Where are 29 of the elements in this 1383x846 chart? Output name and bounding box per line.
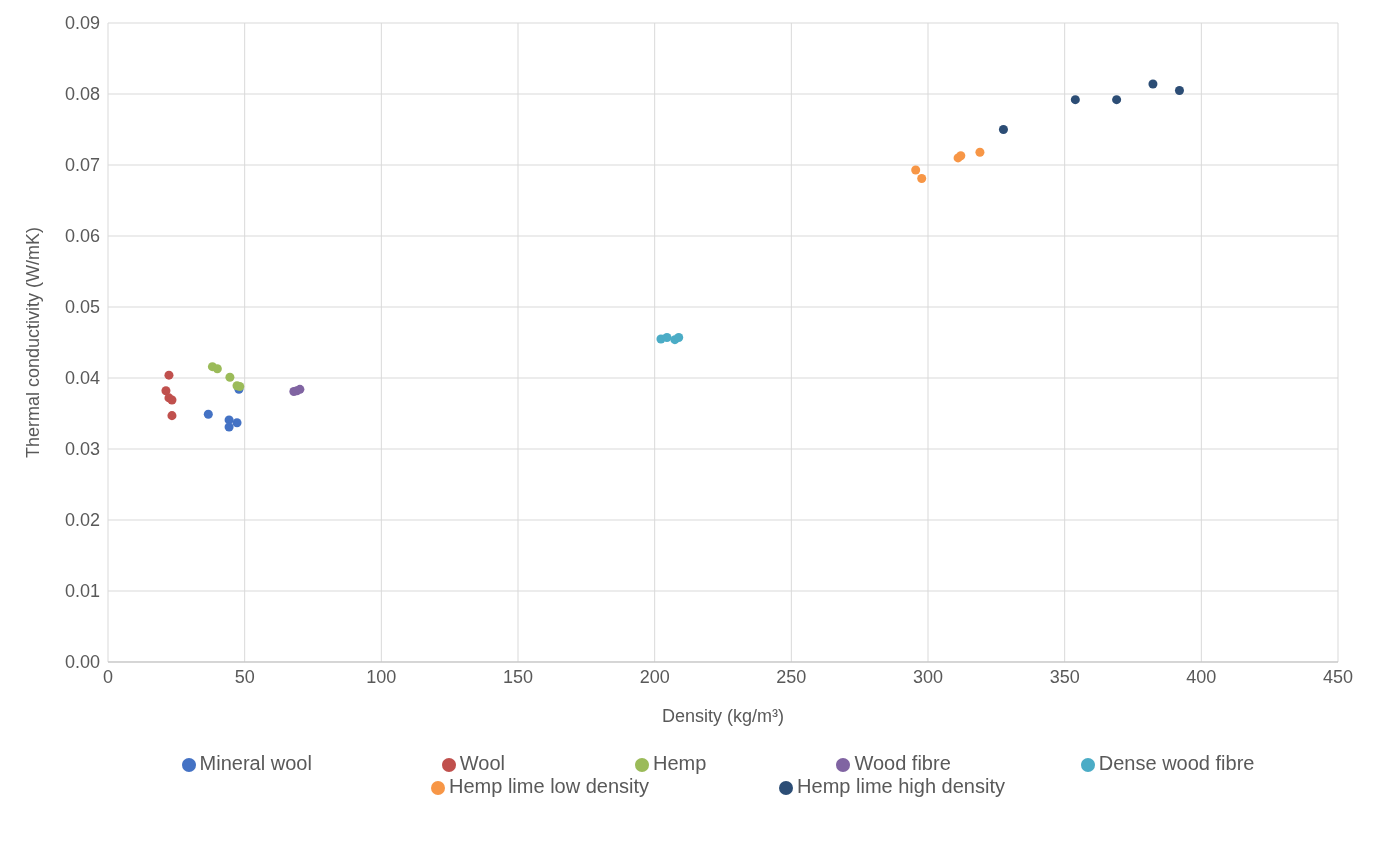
x-tick-label: 300: [912, 666, 944, 687]
x-tick-label: 400: [1186, 666, 1217, 687]
x-tick-label: 450: [1322, 666, 1354, 687]
legend-label: Wool: [459, 752, 506, 774]
legend-label: Hemp lime high density: [797, 775, 1005, 797]
y-tick-label: 0.06: [64, 226, 100, 247]
y-tick-label: 0.07: [64, 155, 100, 176]
y-tick-label: 0.01: [64, 581, 100, 602]
y-tick-label: 0.03: [64, 439, 100, 460]
x-tick-label: 100: [366, 666, 397, 687]
legend-label: Mineral wool: [199, 752, 312, 774]
y-tick-label: 0.08: [64, 84, 100, 105]
legend-label: Hemp: [653, 752, 707, 774]
x-tick-label: 200: [639, 666, 670, 687]
y-tick-label: 0.02: [64, 510, 100, 531]
x-tick-label: 150: [502, 666, 534, 687]
y-tick-label: 0.04: [64, 368, 100, 389]
y-tick-label: 0.09: [64, 13, 100, 34]
y-tick-label: 0.00: [64, 652, 100, 673]
legend-label: Dense wood fibre: [1098, 752, 1255, 774]
legend-label: Wood fibre: [854, 752, 951, 774]
x-tick-label: 350: [1049, 666, 1080, 687]
y-tick-label: 0.05: [64, 297, 100, 318]
y-axis-title: Thermal conductivity (W/mK): [23, 226, 44, 459]
x-tick-label: 250: [776, 666, 807, 687]
x-axis-title: Density (kg/m³): [661, 706, 785, 726]
x-tick-label: 50: [234, 666, 255, 687]
x-tick-label: 0: [102, 666, 114, 687]
legend-label: Hemp lime low density: [449, 775, 650, 797]
